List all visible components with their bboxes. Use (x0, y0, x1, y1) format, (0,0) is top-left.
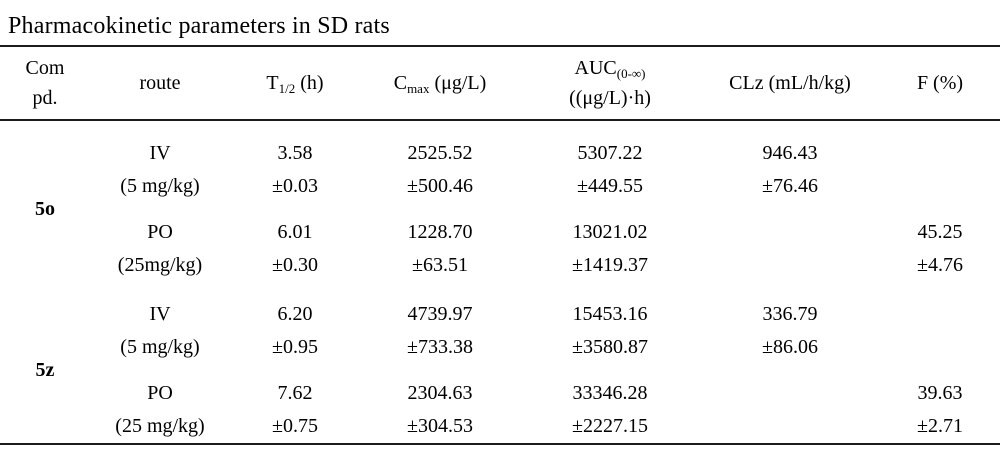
table-row: PO 6.01 1228.70 13021.02 45.25 (0, 203, 1000, 249)
cell-cmax-sd: ±63.51 (412, 254, 468, 276)
cell-cmax-sd: ±733.38 (407, 336, 473, 358)
table-row: (5 mg/kg) ±0.03 ±500.46 ±449.55 ±76.46 (0, 170, 1000, 203)
cell-f-value (880, 120, 1000, 170)
header-compound: Com pd. (0, 46, 90, 121)
cell-t12-sd: ±0.75 (272, 415, 318, 437)
cell-clz-value (700, 203, 880, 249)
cell-auc-value: 15453.16 (572, 303, 648, 325)
cell-route: PO (147, 221, 173, 243)
table-row: (25 mg/kg) ±0.75 ±304.53 ±2227.15 ±2.71 (0, 410, 1000, 444)
cell-auc-sd: ±1419.37 (572, 254, 648, 276)
cell-t12-sd: ±0.95 (272, 336, 318, 358)
cell-auc-value: 33346.28 (572, 382, 648, 404)
cell-t12-sd: ±0.30 (272, 254, 318, 276)
table-header: Com pd. route T1/2 (h) Cmax (μg/L) AUC(0… (0, 46, 1000, 121)
cell-f-sd: ±2.71 (917, 415, 963, 437)
header-auc-line2: ((μg/L)·h) (569, 87, 651, 109)
cell-dose: (25 mg/kg) (115, 415, 205, 437)
cell-clz-sd (700, 410, 880, 444)
cell-t12-value: 7.62 (277, 382, 313, 404)
compound-label-5o: 5o (35, 198, 55, 220)
cell-cmax-value: 2304.63 (407, 382, 473, 404)
table-body: 5o IV 3.58 2525.52 5307.22 946.43 (5 mg/… (0, 120, 1000, 444)
header-auc: AUC(0-∞) ((μg/L)·h) (520, 46, 700, 121)
header-f: F (%) (880, 46, 1000, 121)
header-compound-line1: Com (25, 57, 65, 79)
compound-label-5z: 5z (35, 359, 55, 381)
table-row: (5 mg/kg) ±0.95 ±733.38 ±3580.87 ±86.06 (0, 331, 1000, 364)
header-cmax: Cmax (μg/L) (360, 46, 520, 121)
cell-cmax-value: 2525.52 (407, 142, 473, 164)
cell-clz-sd: ±86.06 (762, 336, 818, 358)
cell-cmax-sd: ±500.46 (407, 175, 473, 197)
table-row: (25mg/kg) ±0.30 ±63.51 ±1419.37 ±4.76 (0, 249, 1000, 282)
cell-auc-sd: ±449.55 (577, 175, 643, 197)
cell-dose: (5 mg/kg) (120, 175, 200, 197)
cell-f-sd: ±4.76 (917, 254, 963, 276)
cell-f-value (880, 282, 1000, 331)
cell-auc-value: 13021.02 (572, 221, 648, 243)
cell-route: IV (149, 303, 171, 325)
cell-t12-sd: ±0.03 (272, 175, 318, 197)
cell-dose: (5 mg/kg) (120, 336, 200, 358)
header-clz: CLz (mL/h/kg) (700, 46, 880, 121)
cmax-subscript: max (407, 80, 430, 96)
header-auc-line1: AUC(0-∞) (574, 57, 646, 81)
header-t12: T1/2 (h) (230, 46, 360, 121)
cell-auc-sd: ±3580.87 (572, 336, 648, 358)
cell-dose: (25mg/kg) (117, 254, 203, 276)
cell-clz-sd: ±76.46 (762, 175, 818, 197)
table-row: 5z IV 6.20 4739.97 15453.16 336.79 (0, 282, 1000, 381)
cell-f-value: 39.63 (917, 382, 963, 404)
cell-f-sd (880, 170, 1000, 203)
header-route: route (90, 46, 230, 121)
auc-subscript: (0-∞) (616, 66, 646, 81)
cell-cmax-sd: ±304.53 (407, 415, 473, 437)
cell-clz-value: 946.43 (762, 142, 818, 164)
cell-route: PO (147, 382, 173, 404)
table-title: Pharmacokinetic parameters in SD rats (8, 13, 390, 39)
cell-cmax-value: 1228.70 (407, 221, 473, 243)
cell-clz-value (700, 364, 880, 410)
cell-f-sd (880, 331, 1000, 364)
t12-subscript: 1/2 (278, 80, 296, 96)
cell-clz-sd (700, 249, 880, 282)
table-row: 5o IV 3.58 2525.52 5307.22 946.43 (0, 120, 1000, 220)
cell-cmax-value: 4739.97 (407, 303, 473, 325)
cell-f-value: 45.25 (917, 221, 963, 243)
cell-route: IV (149, 142, 171, 164)
table-row: PO 7.62 2304.63 33346.28 39.63 (0, 364, 1000, 410)
cell-clz-value: 336.79 (762, 303, 818, 325)
cell-t12-value: 6.20 (277, 303, 313, 325)
cell-t12-value: 6.01 (277, 221, 313, 243)
cell-auc-value: 5307.22 (577, 142, 643, 164)
header-compound-line2: pd. (32, 87, 58, 109)
pk-table: Com pd. route T1/2 (h) Cmax (μg/L) AUC(0… (0, 45, 1000, 445)
cell-t12-value: 3.58 (277, 142, 313, 164)
cell-auc-sd: ±2227.15 (572, 415, 648, 437)
